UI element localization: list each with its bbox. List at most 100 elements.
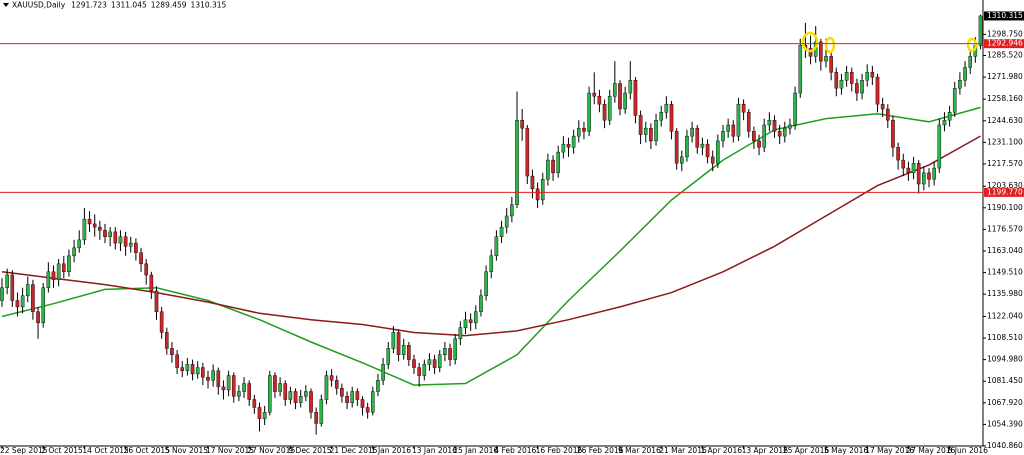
candle-body [587, 92, 591, 132]
candle-body [927, 172, 931, 180]
x-tick-label: 25 Jan 2016 [453, 446, 498, 455]
candle-body [437, 354, 442, 368]
candle-body [613, 83, 617, 97]
candle-body [211, 370, 215, 381]
candle-body [849, 72, 854, 84]
candle-body [190, 364, 195, 375]
candle-body [252, 399, 257, 408]
candle-body [15, 300, 20, 308]
x-tick-label: 5 Nov 2015 [165, 446, 208, 455]
x-tick-label: 4 Feb 2016 [494, 446, 536, 455]
candle-body [262, 412, 267, 419]
x-tick-label: 2 Oct 2015 [41, 446, 83, 455]
x-tick-label: 13 Jan 2016 [412, 446, 457, 455]
level-label: 1292.946 [987, 39, 1023, 48]
candle-body [422, 364, 427, 376]
candle-body [525, 127, 530, 177]
candle-body [164, 332, 169, 349]
highlight [801, 31, 819, 53]
candle-body [664, 104, 669, 113]
candle-body [407, 345, 411, 360]
price-label: 1310.315 [987, 11, 1023, 20]
y-tick-label: 1244.630 [987, 116, 1023, 125]
candle-body [417, 367, 421, 376]
candle-body [834, 72, 839, 89]
candle-body [597, 96, 602, 105]
candle-body [535, 188, 540, 201]
candle-body [432, 359, 437, 368]
candle-body [819, 41, 823, 62]
candle-body [201, 367, 205, 378]
candle-body [855, 83, 859, 94]
candle-body [25, 284, 30, 296]
candle-body [880, 104, 885, 110]
y-tick-label: 1094.980 [987, 355, 1023, 364]
symbol-title: XAUUSD,Daily [12, 1, 66, 10]
candle-body [875, 76, 880, 105]
candle-body [731, 124, 736, 137]
y-tick-label: 1190.100 [987, 203, 1023, 212]
candle-body [577, 127, 581, 137]
candle-body [582, 127, 586, 132]
candle-body [968, 56, 972, 68]
header-high: 1311.045 [111, 1, 147, 10]
candle-body [911, 163, 916, 174]
candle-body [293, 391, 298, 403]
candle-body [72, 247, 76, 257]
x-tick-label: 1 Apr 2016 [700, 446, 742, 455]
candle-body [334, 380, 339, 389]
candle-body [700, 143, 705, 148]
candle-body [643, 127, 648, 135]
candle-body [185, 364, 190, 371]
header: XAUUSD,Daily 1291.723 1311.045 1289.459 1310… [12, 1, 227, 10]
x-tick-label: 9 Dec 2015 [288, 446, 331, 455]
header-close: 1310.315 [191, 1, 227, 10]
highlight [824, 36, 836, 54]
candle-body [474, 311, 478, 324]
candle-body [499, 226, 504, 237]
y-tick-label: 1081.450 [987, 376, 1023, 385]
candle-body [237, 391, 241, 397]
candle-body [556, 151, 560, 174]
candle-body [345, 396, 349, 403]
candle-body [906, 167, 911, 174]
candle-body [798, 44, 803, 94]
moving-average [1, 135, 981, 337]
candle-body [520, 119, 524, 129]
candle-body [772, 119, 777, 132]
x-tick-label: 9 Mar 2016 [618, 446, 661, 455]
candle-body [860, 80, 864, 94]
y-tick-label: 1122.040 [987, 311, 1023, 320]
candle-body [453, 338, 458, 360]
candle-body [371, 391, 375, 413]
candle-body [458, 327, 463, 340]
candle-body [793, 92, 797, 126]
candle-body [41, 287, 45, 324]
candle-body [649, 127, 653, 142]
candle-body [783, 127, 787, 137]
candle-body [319, 399, 324, 424]
candle-body [705, 143, 710, 158]
y-tick-label: 1258.160 [987, 94, 1023, 103]
candle-body [463, 319, 468, 328]
x-tick-label: 26 Oct 2015 [124, 446, 171, 455]
header-open: 1291.723 [71, 1, 107, 10]
candle-body [401, 345, 406, 356]
candle-body [82, 218, 87, 241]
candle-body [561, 143, 566, 153]
candle-body [221, 386, 226, 391]
candle-body [824, 56, 828, 62]
x-tick-label: 8 Jun 2016 [948, 446, 989, 455]
y-tick-label: 1231.100 [987, 137, 1023, 146]
y-tick-label: 1285.520 [987, 51, 1023, 60]
highlight [966, 37, 978, 53]
candle-body [67, 255, 71, 273]
candle-body [695, 127, 700, 148]
candle-body [659, 112, 663, 121]
candle-body [654, 119, 658, 142]
candle-body [309, 391, 313, 413]
candle-body [10, 274, 15, 301]
y-tick-label: 1203.630 [987, 181, 1023, 190]
